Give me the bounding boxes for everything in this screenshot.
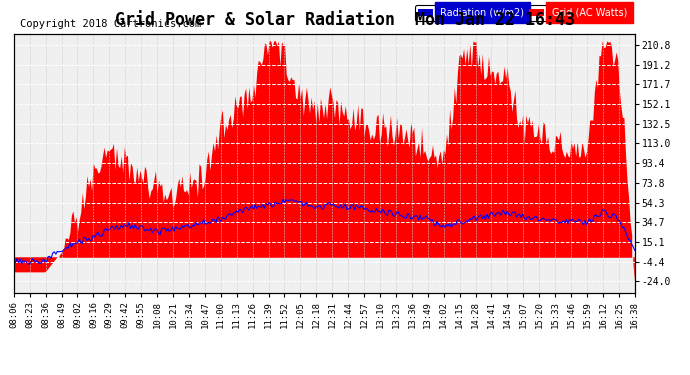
Text: Copyright 2018 Cartronics.com: Copyright 2018 Cartronics.com xyxy=(20,19,201,28)
Text: Grid Power & Solar Radiation  Mon Jan 22 16:43: Grid Power & Solar Radiation Mon Jan 22 … xyxy=(115,11,575,29)
Legend: Radiation (w/m2), Grid (AC Watts): Radiation (w/m2), Grid (AC Watts) xyxy=(415,5,630,21)
